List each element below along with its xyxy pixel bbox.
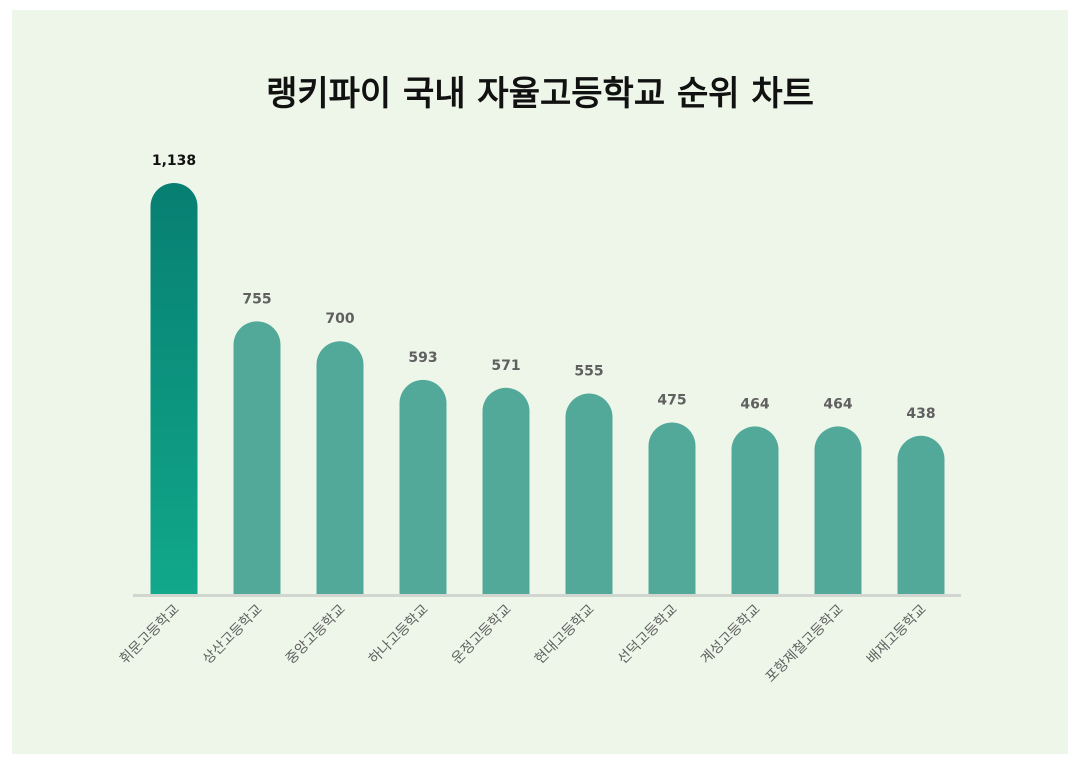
chart-title: 랭키파이 국내 자율고등학교 순위 차트 bbox=[266, 74, 814, 114]
category-label-9: 포항제철고등학교 bbox=[763, 601, 847, 685]
value-label-8: 464 bbox=[740, 396, 769, 412]
value-label-5: 571 bbox=[491, 358, 520, 374]
value-label-10: 438 bbox=[906, 406, 935, 422]
category-label-3: 중앙고등학교 bbox=[283, 601, 349, 667]
category-label-6: 현대고등학교 bbox=[532, 601, 598, 667]
bar-5 bbox=[482, 387, 530, 594]
value-label-2: 755 bbox=[242, 291, 271, 307]
value-label-1: 1,138 bbox=[152, 153, 196, 169]
category-label-8: 계성고등학교 bbox=[698, 601, 764, 667]
value-label-4: 593 bbox=[408, 350, 437, 366]
bar-2 bbox=[233, 321, 281, 594]
bar-3 bbox=[316, 341, 364, 594]
value-label-9: 464 bbox=[823, 396, 852, 412]
bar-10 bbox=[897, 435, 945, 594]
value-label-3: 700 bbox=[325, 311, 354, 327]
category-label-5: 운정고등학교 bbox=[449, 601, 515, 667]
category-label-4: 하나고등학교 bbox=[366, 601, 432, 667]
category-label-1: 휘문고등학교 bbox=[117, 601, 183, 667]
bar-4 bbox=[399, 379, 447, 594]
category-label-2: 상산고등학교 bbox=[200, 601, 266, 667]
bar-7 bbox=[648, 422, 696, 594]
bar-6 bbox=[565, 393, 613, 594]
category-label-10: 배재고등학교 bbox=[864, 601, 930, 667]
bar-1 bbox=[150, 182, 198, 594]
category-label-7: 선덕고등학교 bbox=[615, 601, 681, 667]
bar-9 bbox=[814, 426, 862, 594]
value-label-7: 475 bbox=[657, 392, 686, 408]
bar-8 bbox=[731, 426, 779, 594]
value-label-6: 555 bbox=[574, 364, 603, 380]
